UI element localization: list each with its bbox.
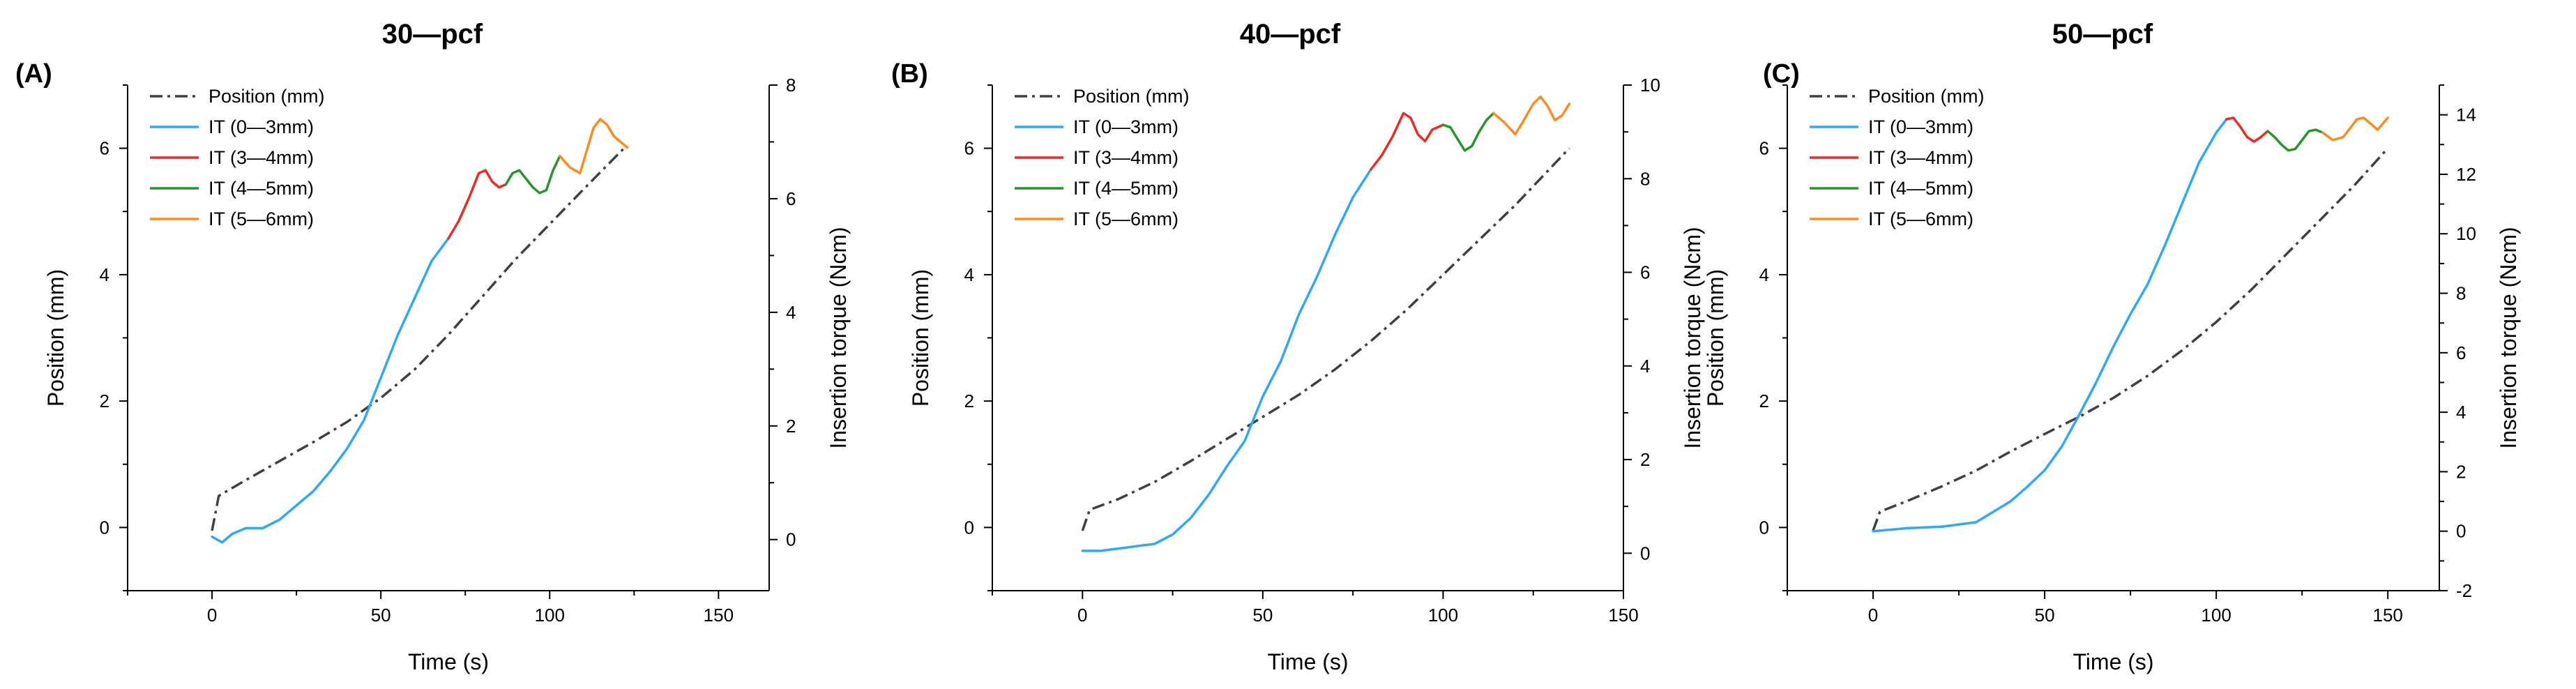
- x-tick-label: 50: [371, 605, 391, 626]
- y-tick-label: 4: [964, 264, 974, 285]
- series-line-1: [1872, 118, 2228, 533]
- x-tick-label: 100: [535, 605, 565, 626]
- plot-marks: 0 50 100 150 0 2 4 6 0 2 4 6 8 10: [964, 75, 1660, 626]
- x-tick-label: 150: [2372, 605, 2402, 626]
- y-tick-label: 6: [100, 138, 109, 159]
- y-tick-label: 0: [1759, 517, 1769, 538]
- y2-tick-label: 8: [2456, 283, 2466, 304]
- y2-axis-label: Insertion torque (Ncm): [1680, 227, 1705, 448]
- series-line-3: [1441, 112, 1495, 152]
- legend-entry: Position (mm): [1868, 86, 1985, 107]
- legend: Position (mm) IT (0—3mm) IT (3—4mm) IT (4—5…: [150, 86, 325, 229]
- x-tick-label: 0: [1077, 605, 1087, 626]
- y2-tick-label: 10: [2456, 223, 2476, 244]
- series-line-4: [2321, 116, 2389, 142]
- y2-tick-label: 4: [786, 302, 796, 323]
- x-tick-label: 0: [207, 605, 217, 626]
- legend-entry: IT (3—4mm): [1868, 147, 1973, 168]
- y-axis-label: Position (mm): [908, 269, 933, 407]
- y2-tick-label: 6: [1640, 262, 1650, 283]
- legend-entry: Position (mm): [1073, 86, 1190, 107]
- y2-tick-label: 2: [2456, 461, 2466, 482]
- y-tick-label: 4: [100, 264, 109, 285]
- x-axis-label: Time (s): [2073, 649, 2153, 674]
- x-tick-label: 150: [1608, 605, 1638, 626]
- y2-axis-label: Insertion torque (Ncm): [2496, 227, 2521, 448]
- legend-entry: IT (4—5mm): [209, 178, 314, 199]
- y-tick-label: 4: [1759, 264, 1769, 285]
- panel-title: 30—pcf: [382, 19, 483, 50]
- panel-title: 50—pcf: [2052, 19, 2153, 50]
- chart-panel-c: 50—pcf (C) Time (s) Position (mm) Insert…: [1703, 19, 2521, 674]
- series-line-0: [1872, 147, 2389, 531]
- y-tick-label: 6: [1759, 138, 1769, 159]
- y-axis-label: Position (mm): [1703, 269, 1728, 407]
- legend-entry: IT (3—4mm): [209, 147, 314, 168]
- series-line-0: [1081, 147, 1570, 531]
- series-line-1: [1081, 168, 1372, 552]
- series-line-4: [1492, 96, 1571, 136]
- y-tick-label: 2: [964, 391, 974, 411]
- plot-marks: 0 50 100 150 0 2 4 6 -2 0 2 4 6 8 10 12 14: [1759, 84, 2476, 626]
- legend-entry: IT (0—3mm): [1073, 116, 1179, 137]
- x-tick-label: 100: [2201, 605, 2231, 626]
- panel-letter: (A): [15, 59, 52, 89]
- panel-letter: (B): [891, 59, 928, 89]
- y-tick-label: 0: [964, 517, 974, 538]
- y2-tick-label: 4: [1640, 356, 1650, 377]
- legend: Position (mm) IT (0—3mm) IT (3—4mm) IT (4—5…: [1015, 86, 1190, 229]
- y2-tick-label: 8: [1640, 168, 1650, 189]
- legend-entry: IT (3—4mm): [1073, 147, 1179, 168]
- legend-entry: IT (4—5mm): [1073, 178, 1179, 199]
- y2-tick-label: 10: [1640, 75, 1660, 96]
- y-tick-label: 2: [1759, 391, 1769, 411]
- series-line-2: [447, 169, 508, 240]
- series-line-2: [2225, 116, 2269, 143]
- y2-tick-label: 2: [1640, 449, 1650, 470]
- legend-entry: IT (5—6mm): [1073, 209, 1179, 229]
- legend-entry: IT (0—3mm): [1868, 116, 1973, 137]
- y2-tick-label: 14: [2456, 105, 2476, 126]
- x-tick-label: 0: [1868, 605, 1878, 626]
- series-line-3: [2266, 128, 2324, 152]
- y2-tick-label: 6: [2456, 342, 2466, 363]
- y-tick-label: 0: [100, 517, 109, 538]
- legend-entry: IT (4—5mm): [1868, 178, 1973, 199]
- y2-axis-label: Insertion torque (Ncm): [826, 227, 851, 448]
- y2-tick-label: 0: [1640, 543, 1650, 563]
- y-tick-label: 6: [964, 138, 974, 159]
- series-line-4: [559, 118, 629, 175]
- legend-entry: IT (5—6mm): [1868, 209, 1973, 229]
- x-tick-label: 50: [2035, 605, 2055, 626]
- series-line-2: [1370, 112, 1445, 171]
- x-tick-label: 150: [704, 605, 734, 626]
- plot-marks: 0 50 100 150 0 2 4 6 0 2 4 6 8: [100, 75, 796, 626]
- series-line-1: [211, 237, 450, 544]
- x-axis-label: Time (s): [408, 649, 489, 674]
- x-tick-label: 100: [1428, 605, 1458, 626]
- series-line-0: [211, 147, 626, 531]
- y2-tick-label: 0: [2456, 521, 2466, 542]
- panel-title: 40—pcf: [1240, 19, 1341, 50]
- y2-tick-label: 8: [786, 75, 796, 96]
- panel-letter: (C): [1763, 59, 1800, 89]
- chart-panel-b: 40—pcf (B) Time (s) Position (mm) Insert…: [891, 19, 1705, 674]
- legend: Position (mm) IT (0—3mm) IT (3—4mm) IT (4—5…: [1810, 86, 1985, 229]
- y-axis-label: Position (mm): [43, 269, 68, 407]
- legend-entry: Position (mm): [209, 86, 325, 107]
- y2-tick-label: -2: [2456, 580, 2472, 601]
- y-tick-label: 2: [100, 391, 109, 411]
- x-axis-label: Time (s): [1267, 649, 1348, 674]
- legend-entry: IT (0—3mm): [209, 116, 314, 137]
- y2-tick-label: 6: [786, 188, 796, 209]
- x-tick-label: 50: [1252, 605, 1273, 626]
- chart-panel-a: 30—pcf (A) Time (s) Position (mm) Insert…: [15, 19, 851, 674]
- y2-tick-label: 4: [2456, 402, 2466, 423]
- series-line-3: [504, 155, 561, 195]
- y2-tick-label: 0: [786, 529, 796, 550]
- y2-tick-label: 2: [786, 416, 796, 437]
- y2-tick-label: 12: [2456, 164, 2476, 185]
- legend-entry: IT (5—6mm): [209, 209, 314, 229]
